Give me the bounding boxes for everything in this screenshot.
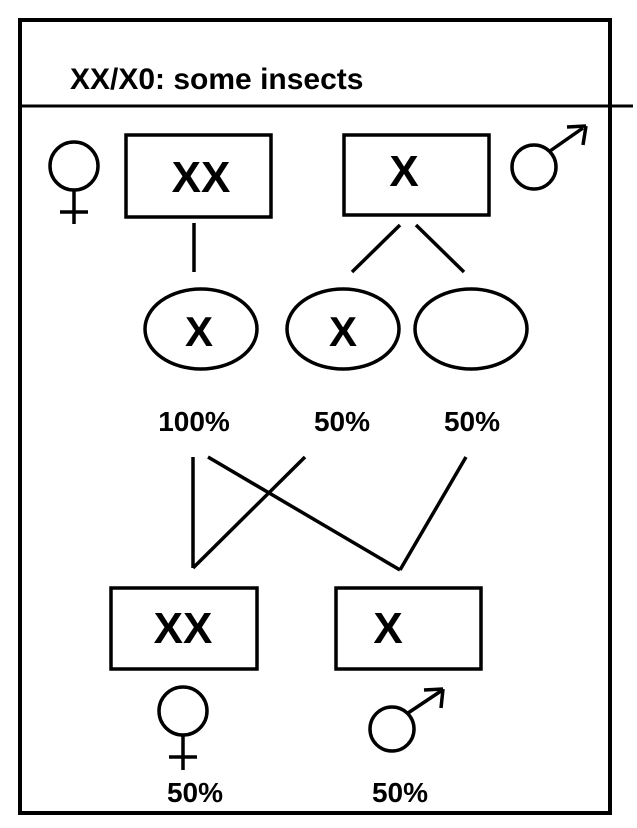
cross-line-4 [398,456,468,571]
gamete-3-ellipse [413,287,529,371]
male-offspring-box [334,586,483,671]
gamete-3-percent: 50% [444,406,500,437]
male-offspring-percent: 50% [372,777,428,808]
gamete-1-label: X [185,308,213,355]
cross-line-3 [207,455,401,572]
female-offspring-percent: 50% [167,777,223,808]
male-to-gamete-x-line [350,223,402,274]
gamete-1-ellipse [143,287,259,371]
male-offspring-symbol-icon [368,687,445,753]
female-offspring-symbol-icon [157,685,209,770]
male-offspring-genotype: X [373,604,402,653]
female-offspring-genotype: XX [154,604,213,653]
diagram-title: XX/X0: some insects [70,63,363,96]
gamete-2-label: X [329,308,357,355]
gamete-1-percent: 100% [158,406,230,437]
male-parent-symbol-icon [510,124,588,191]
gamete-2-ellipse [285,287,401,371]
female-offspring-box [109,586,259,671]
gamete-2-percent: 50% [314,406,370,437]
female-parent-symbol-icon [48,140,100,224]
male-parent-genotype: X [389,147,418,196]
male-to-gamete-0-line [414,223,466,274]
female-parent-box [124,133,273,219]
cross-line-2 [191,455,307,570]
female-parent-genotype: XX [172,153,231,202]
diagram-frame [18,18,612,815]
male-parent-box [342,133,491,217]
